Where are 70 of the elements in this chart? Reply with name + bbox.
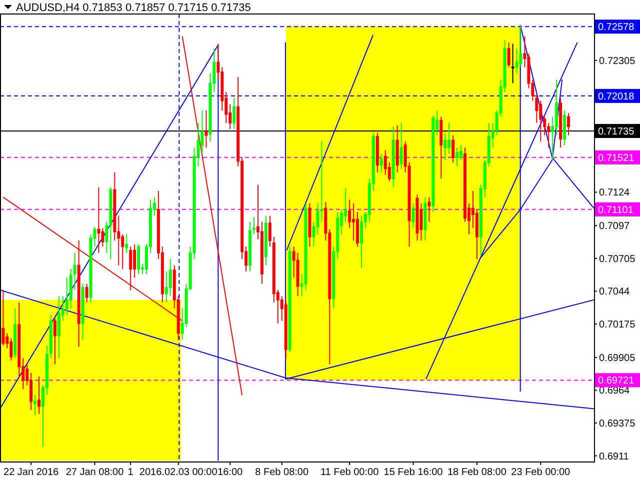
candlestick [2, 289, 5, 346]
x-tick-label: 11 Feb 00:00 [320, 467, 380, 478]
candlestick [14, 308, 17, 359]
candlestick [456, 147, 459, 167]
candlestick [109, 186, 112, 260]
candlestick [360, 215, 363, 268]
x-tick-label: 23 Feb 00:00 [511, 467, 571, 478]
candlestick [252, 216, 256, 235]
candlestick [129, 246, 132, 290]
candlestick [428, 196, 431, 222]
ref-line-label: 0.71101 [598, 204, 634, 216]
x-tick-label: 18 Feb 08:00 [447, 467, 507, 478]
ref-line-label: 0.69721 [598, 376, 635, 387]
x-tick-label: 2016.02.03 00:00 [139, 467, 218, 478]
x-tick-label: 22 Jan 2016 [4, 467, 60, 478]
x-tick-label: 8 Feb 08:00 [255, 467, 309, 478]
candlestick [73, 252, 76, 290]
candlestick [563, 110, 566, 146]
candlestick [81, 283, 84, 340]
candlestick [288, 246, 292, 352]
candlestick [376, 132, 379, 173]
candlestick [34, 394, 37, 416]
candlestick [10, 338, 13, 362]
candlestick [57, 296, 60, 359]
candlestick [380, 153, 383, 173]
x-tick-label: 1 [128, 467, 134, 478]
candlestick [511, 43, 514, 84]
candlestick [204, 110, 208, 148]
y-tick-label: 0.70175 [599, 320, 636, 331]
candlestick [85, 283, 88, 303]
y-tick-label: 0.70705 [599, 254, 636, 265]
ref-line-label: 0.72578 [598, 22, 635, 34]
y-tick-label: 0.69375 [599, 418, 636, 430]
candlestick [440, 116, 443, 180]
x-tick-label: 15 Feb 16:00 [384, 467, 444, 478]
candlestick [97, 186, 100, 254]
candlestick [38, 376, 41, 414]
y-tick-label: 0.6911 [599, 451, 630, 462]
chart-title: AUDUSD,H4 0.71853 0.71857 0.71715 0.71735 [16, 2, 251, 14]
ref-line-label: 0.71521 [598, 152, 635, 164]
candlestick [137, 244, 140, 274]
candlestick [232, 98, 236, 130]
candlestick [53, 318, 56, 365]
candlestick [392, 126, 395, 188]
candlestick [400, 122, 403, 170]
candlestick [248, 221, 252, 272]
candlestick [77, 240, 80, 348]
x-tick-label: 27 Jan 08:00 [66, 467, 124, 478]
candlestick [567, 112, 570, 136]
candlestick [125, 234, 128, 254]
y-tick-label: 0.72305 [599, 56, 636, 67]
candlestick [416, 194, 419, 241]
y-tick-label: 0.7124 [599, 188, 630, 199]
ref-line-label: 0.71735 [598, 126, 635, 138]
candlestick [507, 42, 510, 68]
ref-line-label: 0.72018 [598, 91, 635, 102]
candlestick [308, 202, 312, 248]
candlestick [412, 202, 415, 229]
candlestick [268, 215, 272, 248]
candlestick [396, 124, 399, 173]
candlestick [264, 215, 268, 266]
candlestick [49, 314, 52, 359]
x-tick-label: 16:00 [218, 467, 244, 478]
y-tick-label: 0.69905 [599, 352, 636, 364]
candlestick [559, 98, 562, 148]
y-tick-label: 0.7097 [599, 221, 630, 232]
y-tick-label: 0.7044 [599, 286, 630, 298]
candlestick [452, 134, 455, 164]
candlestick [424, 196, 427, 241]
candlestick [432, 114, 435, 213]
